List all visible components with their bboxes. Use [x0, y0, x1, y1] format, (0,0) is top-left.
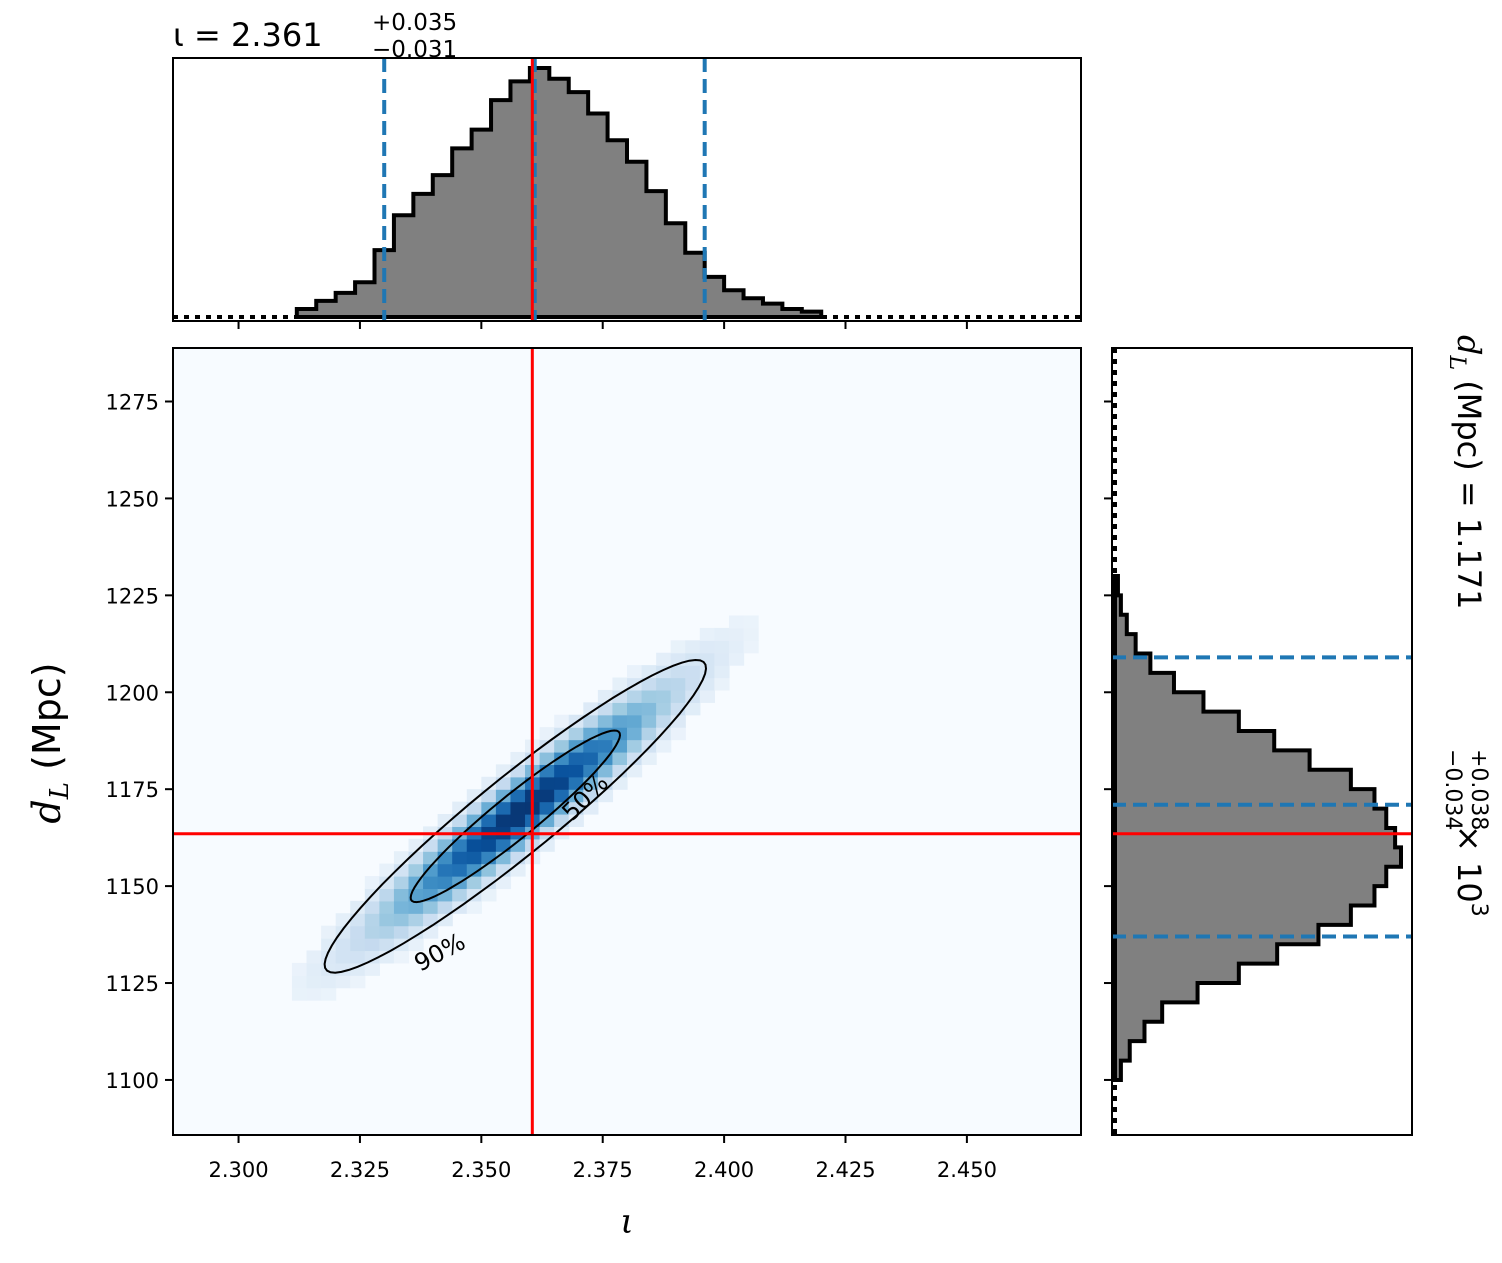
- svg-text:+0.038: +0.038: [1466, 749, 1491, 830]
- x-tick-label: 2.400: [694, 1158, 754, 1182]
- top-marginal-panel: ι = 2.361 +0.035 −0.031: [172, 10, 1082, 329]
- top-title-sup: +0.035: [372, 10, 457, 36]
- y-tick-label: 1175: [106, 778, 159, 802]
- x-axis-ticks: 2.300 2.325 2.350 2.375 2.400 2.425 2.450: [208, 1135, 997, 1182]
- svg-text:× 103: × 103: [1450, 825, 1491, 917]
- x-tick-label: 2.450: [937, 1158, 997, 1182]
- y-tick-label: 1100: [106, 1069, 159, 1093]
- y-axis-label: dL (Mpc): [25, 662, 75, 823]
- top-title: ι = 2.361: [173, 16, 323, 54]
- contour-50: [409, 729, 622, 904]
- density-map: [291, 615, 759, 1001]
- top-panel-frame: [172, 57, 1082, 322]
- x-axis-label: ι: [620, 1202, 633, 1242]
- right-panel-ticks: [1104, 400, 1112, 1081]
- contour-90: [323, 658, 708, 974]
- right-title: dL (Mpc) = 1.171 +0.038 −0.034 × 103: [1440, 335, 1491, 917]
- y-tick-label: 1150: [106, 875, 159, 899]
- y-tick-label: 1275: [106, 391, 159, 415]
- dl-histogram: [1113, 573, 1403, 1082]
- y-tick-label: 1200: [106, 681, 159, 705]
- top-panel-ticks: [237, 321, 968, 329]
- dl-quantile-lines: [1112, 655, 1412, 939]
- x-tick-label: 2.375: [573, 1158, 633, 1182]
- y-tick-label: 1250: [106, 487, 159, 511]
- x-tick-label: 2.325: [330, 1158, 390, 1182]
- svg-text:dL (Mpc): dL (Mpc): [25, 662, 75, 823]
- right-panel-frame: [1111, 347, 1413, 1136]
- y-tick-label: 1125: [106, 972, 159, 996]
- x-tick-label: 2.350: [451, 1158, 511, 1182]
- joint-posterior-panel: 90% 50% 2.300 2.325 2.350 2.375 2.400 2.425 2.…: [25, 347, 1082, 1242]
- right-marginal-panel: dL (Mpc) = 1.171 +0.038 −0.034 × 103: [1104, 335, 1491, 1136]
- y-tick-label: 1225: [106, 584, 159, 608]
- x-tick-label: 2.300: [208, 1158, 268, 1182]
- svg-text:−0.034: −0.034: [1440, 749, 1465, 830]
- iota-histogram: [294, 66, 824, 319]
- main-panel-frame: [172, 347, 1082, 1136]
- x-tick-label: 2.425: [815, 1158, 875, 1182]
- iota-quantile-lines: [382, 58, 707, 321]
- svg-text:dL (Mpc) = 1.171: dL (Mpc) = 1.171: [1444, 335, 1488, 610]
- y-axis-ticks: 1100 1125 1150 1175 1200 1225 1250 1275: [106, 391, 173, 1093]
